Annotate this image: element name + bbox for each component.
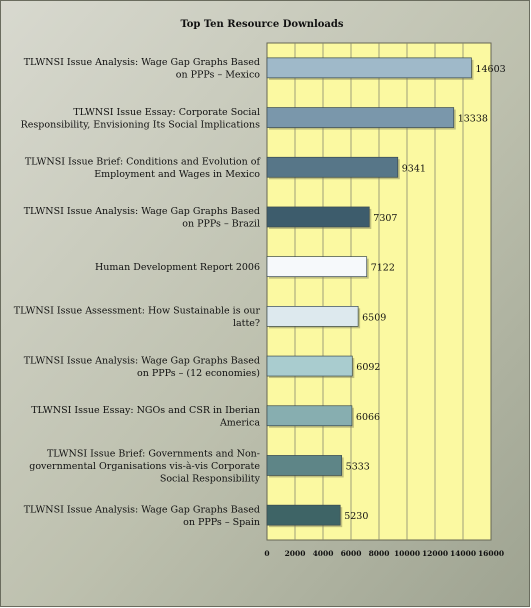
bar [266, 405, 353, 427]
x-tick-label: 12000 [422, 549, 448, 558]
bars: 14603 13338 9341 7307 7122 6509 6092 6066 5333 52… [266, 57, 506, 528]
category-label: TLWNSI Issue Brief: Governments and Non-… [29, 448, 260, 484]
bar [266, 306, 359, 327]
data-label: 6092 [356, 362, 380, 373]
bar [266, 355, 353, 377]
category-label: Human Development Report 2006 [95, 262, 260, 273]
category-label: TLWNSI Issue Analysis: Wage Gap Graphs B… [24, 355, 260, 379]
category-label: TLWNSI Issue Brief: Conditions and Evolu… [25, 157, 262, 181]
data-label: 13338 [458, 114, 488, 125]
bar [266, 156, 399, 178]
category-label: TLWNSI Issue Analysis: Wage Gap Graphs B… [24, 206, 260, 230]
category-labels: TLWNSI Issue Analysis: Wage Gap Graphs B… [14, 57, 262, 528]
data-label: 7122 [371, 263, 395, 274]
bar [266, 455, 343, 476]
data-label: 9341 [402, 163, 426, 174]
data-label: 14603 [475, 64, 505, 75]
data-label: 5230 [344, 511, 368, 522]
x-tick-label: 6000 [341, 549, 362, 558]
category-label: TLWNSI Issue Essay: Corporate Social Resp… [21, 107, 260, 131]
category-label: TLWNSI Issue Assessment: How Sustainable… [14, 306, 261, 330]
x-tick-label: 4000 [313, 549, 334, 558]
bar [266, 107, 455, 128]
data-label: 6066 [356, 412, 380, 423]
x-tick-label: 10000 [394, 549, 420, 558]
category-label: TLWNSI Issue Essay: NGOs and CSR in Iber… [31, 405, 260, 429]
bar [266, 256, 368, 277]
category-label: TLWNSI Issue Analysis: Wage Gap Graphs B… [24, 504, 260, 528]
bar [266, 504, 341, 526]
x-tick-label: 14000 [450, 549, 476, 558]
data-label: 6509 [362, 312, 386, 323]
x-tick-label: 16000 [478, 549, 504, 558]
x-axis-ticks: 0 2000 4000 6000 8000 10000 12000 14000 16000 [264, 549, 504, 558]
data-label: 5333 [346, 461, 370, 472]
data-label: 7307 [373, 213, 397, 224]
x-tick-label: 8000 [369, 549, 390, 558]
x-tick-label: 0 [264, 549, 269, 558]
x-tick-label: 2000 [285, 549, 306, 558]
bar [266, 57, 472, 79]
bar [266, 206, 370, 228]
chart-title: Top Ten Resource Downloads [180, 19, 343, 30]
category-label: TLWNSI Issue Analysis: Wage Gap Graphs B… [24, 57, 261, 81]
